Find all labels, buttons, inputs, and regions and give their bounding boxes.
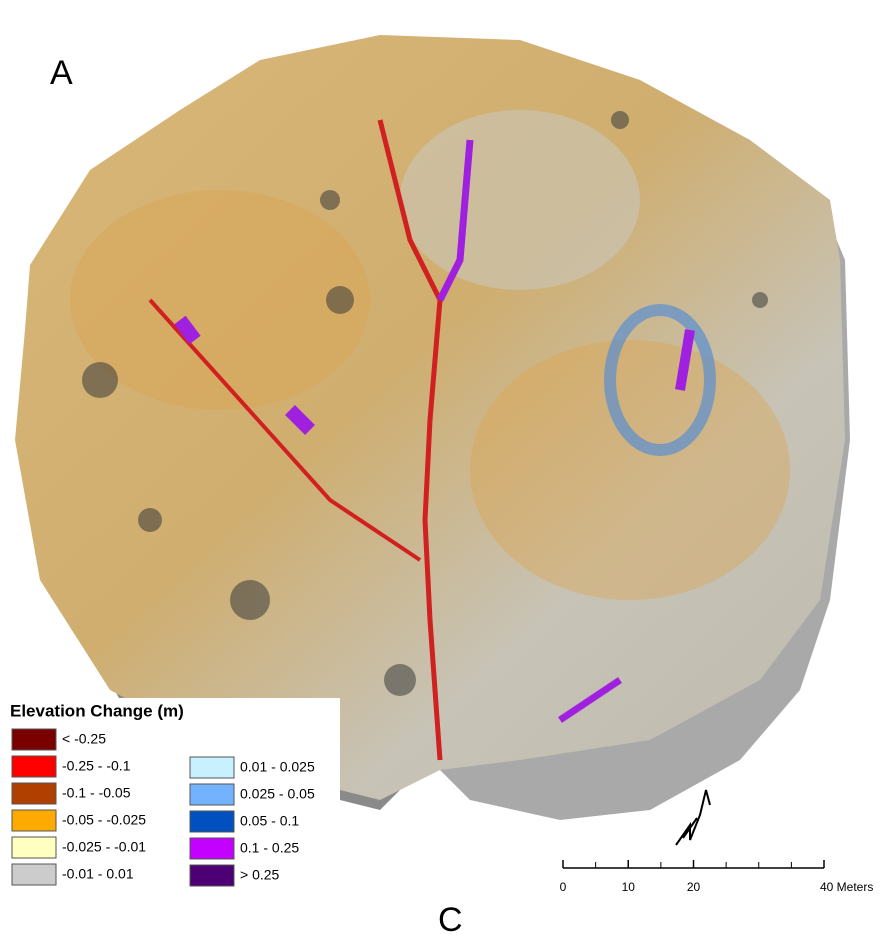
legend-label: > 0.25 xyxy=(240,867,280,883)
legend-swatch xyxy=(189,783,235,806)
north-arrow xyxy=(675,789,711,846)
legend-swatch xyxy=(189,837,235,860)
legend-label: -0.05 - -0.025 xyxy=(62,812,146,828)
legend-label: 0.1 - 0.25 xyxy=(240,840,299,856)
legend-label: -0.025 - -0.01 xyxy=(62,839,146,855)
legend-swatch xyxy=(189,810,235,833)
scale-label: 20 xyxy=(687,880,701,894)
legend-label: 0.01 - 0.025 xyxy=(240,759,315,775)
bottom-label: C xyxy=(438,901,463,939)
legend-swatch xyxy=(11,809,57,832)
legend-label: -0.1 - -0.05 xyxy=(62,785,131,801)
legend-swatch xyxy=(189,864,235,887)
legend-swatch xyxy=(11,863,57,886)
legend-label: -0.01 - 0.01 xyxy=(62,866,134,882)
legend-swatch xyxy=(189,756,235,779)
legend-swatch xyxy=(11,755,57,778)
terrain xyxy=(15,35,850,820)
legend-label: < -0.25 xyxy=(62,731,106,747)
legend-label: -0.25 - -0.1 xyxy=(62,758,131,774)
legend: < -0.25 -0.25 - -0.1 -0.1 - -0.05 -0.05 - -… xyxy=(11,728,315,887)
scale-label: 40 Meters xyxy=(820,880,873,894)
legend-background xyxy=(0,698,340,908)
scale-label: 10 xyxy=(622,880,636,894)
scale-label: 0 xyxy=(560,880,567,894)
legend-label: 0.05 - 0.1 xyxy=(240,813,299,829)
scale-bar: 0 10 20 40 Meters xyxy=(560,860,873,894)
legend-title: Elevation Change (m) xyxy=(10,701,184,720)
legend-swatch xyxy=(11,728,57,751)
legend-swatch xyxy=(11,782,57,805)
panel-label: A xyxy=(50,54,73,92)
legend-swatch xyxy=(11,836,57,859)
legend-label: 0.025 - 0.05 xyxy=(240,786,315,802)
